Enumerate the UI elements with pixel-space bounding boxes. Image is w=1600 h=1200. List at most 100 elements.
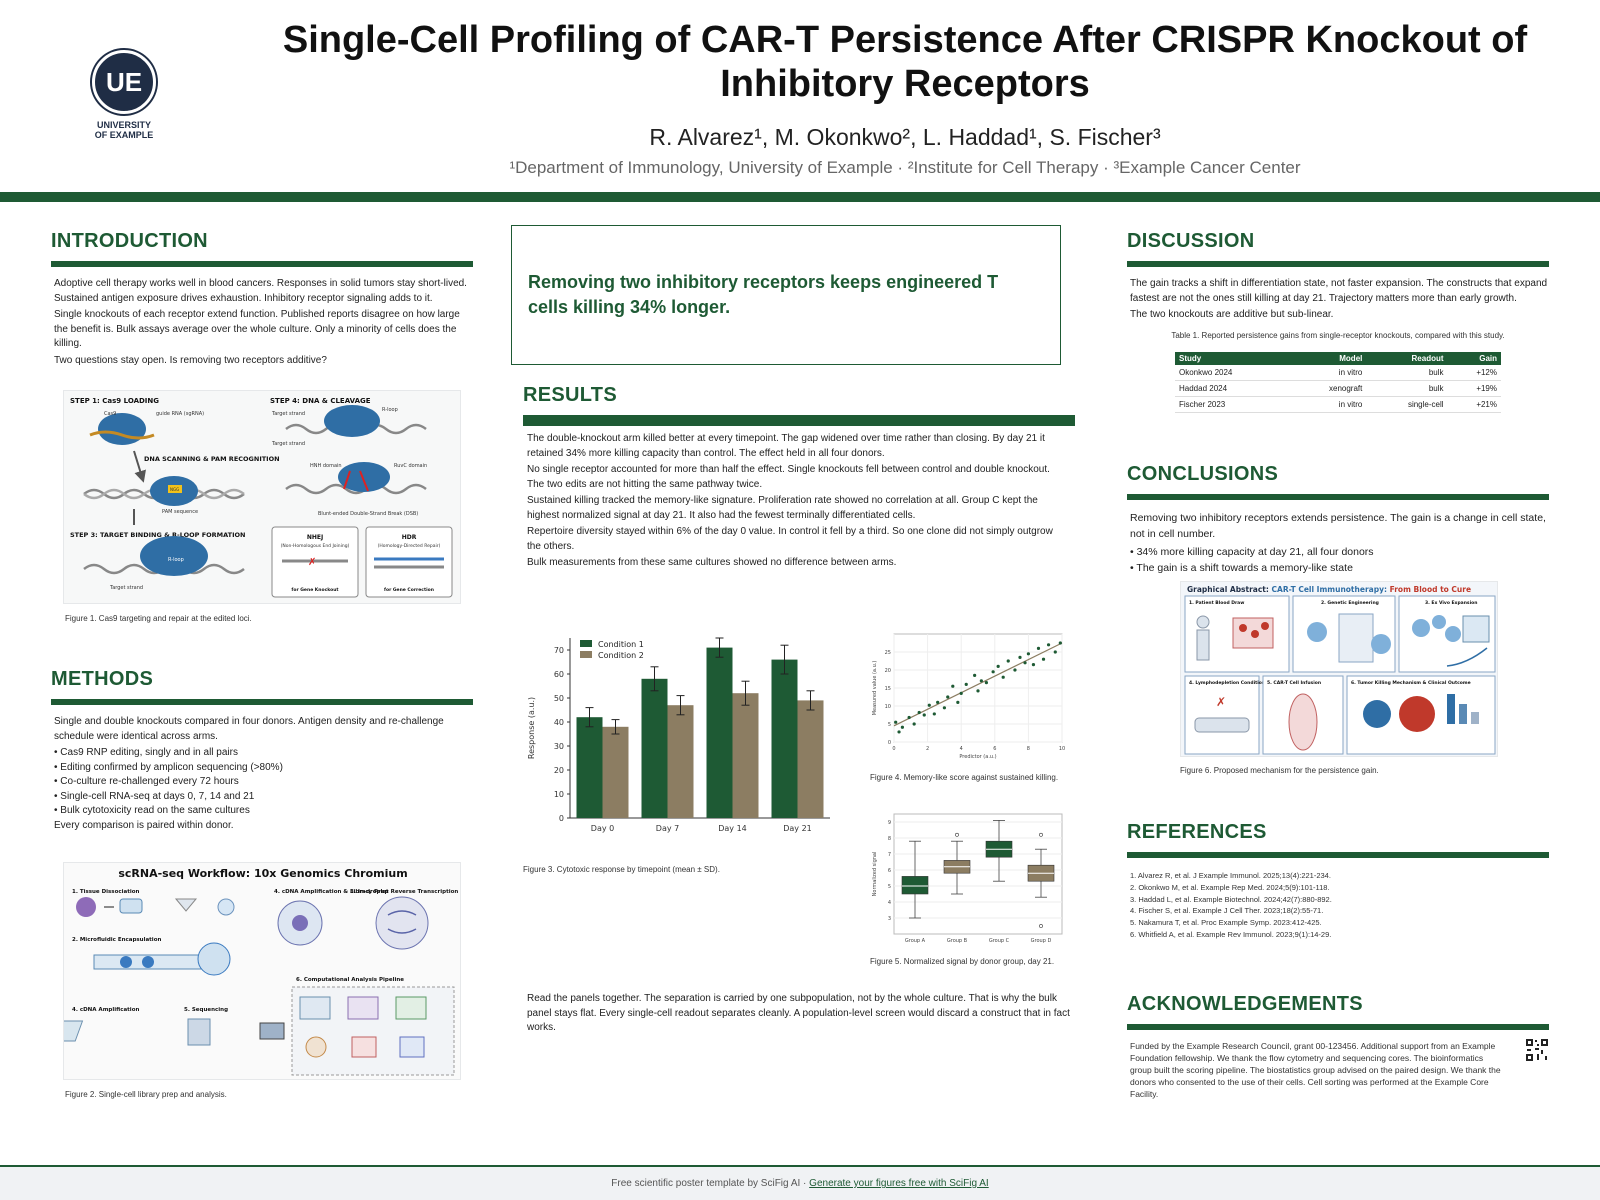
fig1-step2-label: DNA SCANNING & PAM RECOGNITION	[144, 455, 280, 463]
methods-text: Single and double knockouts compared in …	[51, 715, 473, 833]
table-1: Study Model Readout Gain Okonkwo 2024 in…	[1175, 351, 1501, 413]
figure-3-caption: Figure 3. Cytotoxic response by timepoin…	[523, 865, 720, 874]
x-tick-label: Day 14	[718, 824, 747, 833]
data-point	[894, 720, 898, 724]
fig2-step-label: 5. Sequencing	[184, 1007, 228, 1013]
fig2-step-label: 3. In-droplet Reverse Transcription	[350, 889, 458, 895]
data-point	[991, 670, 995, 674]
x-tick-label: 8	[1027, 746, 1030, 752]
data-point	[951, 684, 955, 688]
bar	[641, 678, 668, 818]
y-tick-label: 0	[888, 740, 891, 746]
legend-swatch	[580, 640, 592, 647]
introduction-section: INTRODUCTION Adoptive cell therapy works…	[51, 230, 473, 370]
outlier-point	[1039, 832, 1043, 837]
fig6-step-label: 1. Patient Blood Draw	[1189, 600, 1244, 606]
section-heading: CONCLUSIONS	[1127, 463, 1279, 485]
computer-icon	[259, 1022, 285, 1040]
section-rule	[1127, 1024, 1549, 1030]
data-point	[907, 715, 911, 720]
footer-link[interactable]: Generate your figures free with SciFig A…	[809, 1178, 989, 1189]
y-tick-label: 40	[554, 718, 564, 727]
table-cell: in vitro	[1289, 396, 1367, 413]
fig1-nhej-outcome: for Gene Knockout	[291, 587, 339, 593]
y-tick-label: 60	[554, 670, 564, 679]
data-point	[942, 706, 946, 710]
data-point	[946, 695, 950, 699]
list-item: Cas9 RNP editing, singly and in all pair…	[54, 746, 473, 761]
section-heading: METHODS	[51, 668, 154, 690]
reference-item: 4. Fischer S, et al. Example J Cell Ther…	[1130, 906, 1324, 916]
data-point	[897, 730, 901, 734]
outlier-point	[955, 832, 959, 837]
fig2-title: scRNA-seq Workflow: 10x Genomics Chromiu…	[118, 867, 407, 880]
y-tick-label: 5	[888, 722, 891, 728]
x-axis-label: Predictor (a.u.)	[959, 754, 996, 760]
list-item: The gain is a shift towards a memory-lik…	[1130, 560, 1549, 576]
data-point	[1036, 646, 1041, 650]
fig2-step-label: 4. cDNA Amplification & Library Prep	[274, 889, 388, 895]
bar	[667, 705, 694, 818]
discussion-text: The gain tracks a shift in differentiati…	[1127, 277, 1549, 323]
table-cell: xenograft	[1289, 380, 1367, 397]
patient-icon	[1196, 615, 1210, 629]
conclusions-section: CONCLUSIONS Removing two inhibitory rece…	[1127, 463, 1549, 576]
results-text: The double-knockout arm killed better at…	[523, 432, 1068, 571]
svg-text:✗: ✗	[1216, 695, 1226, 709]
outlier-point	[1039, 924, 1043, 928]
section-rule	[523, 415, 1075, 426]
key-finding-text: Removing two inhibitory receptors keeps …	[528, 272, 999, 317]
results-section: RESULTS The double-knockout arm killed b…	[523, 384, 1075, 573]
section-heading: REFERENCES	[1127, 821, 1267, 843]
fig1-step3-label: STEP 3: TARGET BINDING & R-LOOP FORMATIO…	[70, 531, 245, 539]
y-tick-label: 7	[888, 852, 891, 858]
section-rule	[1127, 852, 1549, 858]
x-tick-label: Day 7	[656, 824, 679, 833]
reference-item: 2. Okonkwo M, et al. Example Rep Med. 20…	[1130, 882, 1330, 892]
y-tick-label: 0	[559, 814, 564, 823]
results-paragraph: Sustained killing tracked the memory-lik…	[527, 495, 1038, 521]
data-point	[917, 710, 921, 715]
cas9-icon	[98, 413, 146, 445]
legend-label: Condition 1	[598, 640, 644, 649]
data-point	[932, 712, 936, 716]
logo-emblem: UE	[92, 50, 156, 114]
qr-code-icon[interactable]	[1525, 1038, 1549, 1062]
fig6-step-label: 5. CAR-T Cell Infusion	[1267, 680, 1321, 686]
x-tick-label: 6	[993, 746, 996, 752]
data-point	[1041, 657, 1046, 661]
bar	[771, 659, 798, 818]
y-tick-label: 10	[554, 790, 564, 799]
fig1-nhej-sublabel: (Non-Homologous End Joining)	[281, 543, 350, 549]
section-rule	[51, 699, 473, 705]
data-point	[964, 682, 968, 686]
figure-2-caption: Figure 2. Single-cell library prep and a…	[65, 1090, 227, 1099]
data-point	[1013, 668, 1017, 672]
fig1-hdr-outcome: for Gene Correction	[384, 587, 434, 593]
data-point	[912, 722, 916, 726]
intro-paragraph: Two questions stay open. Is removing two…	[54, 354, 327, 366]
table-cell: bulk	[1366, 380, 1448, 397]
affiliations: ¹Department of Immunology, University of…	[509, 158, 1301, 177]
y-tick-label: 10	[885, 704, 891, 710]
fig6-step-label: 4. Lymphodepletion Conditioning	[1189, 680, 1273, 686]
table-header: Model	[1289, 351, 1367, 365]
intro-paragraph: Adoptive cell therapy works well in bloo…	[54, 278, 467, 304]
y-axis-label: Response (a.u.)	[527, 697, 536, 759]
figure-3-bar-chart: 0 10 20 30 40 50 60 70 Response (a.u.) Day 0 Day 7…	[527, 637, 830, 833]
author-list: R. Alvarez¹, M. Okonkwo², L. Haddad¹, S.…	[649, 124, 1161, 150]
fig1-step1-label: STEP 1: Cas9 LOADING	[70, 397, 159, 405]
poster-header: UE UNIVERSITY OF EXAMPLE Single-Cell Pro…	[0, 0, 1600, 190]
svg-text:NGG: NGG	[170, 487, 179, 492]
conclusions-lead: Removing two inhibitory receptors extend…	[1130, 512, 1546, 540]
fig6-step-label: 6. Tumor Killing Mechanism & Clinical Ou…	[1351, 680, 1471, 686]
results-paragraph: Repertoire diversity stayed within 6% of…	[527, 526, 1053, 552]
logo-name: UNIVERSITY OF EXAMPLE	[94, 120, 154, 140]
x-tick-label: 10	[1059, 746, 1065, 752]
footer-separator: ·	[803, 1178, 807, 1189]
data-point	[1053, 650, 1057, 654]
table-cell: in vitro	[1289, 364, 1367, 381]
y-axis-label: Normalized signal	[872, 852, 878, 897]
references-section: REFERENCES 1. Alvarez R, et al. J Exampl…	[1127, 821, 1549, 941]
discussion-paragraph: The two knockouts are additive but sub-l…	[1130, 309, 1334, 320]
